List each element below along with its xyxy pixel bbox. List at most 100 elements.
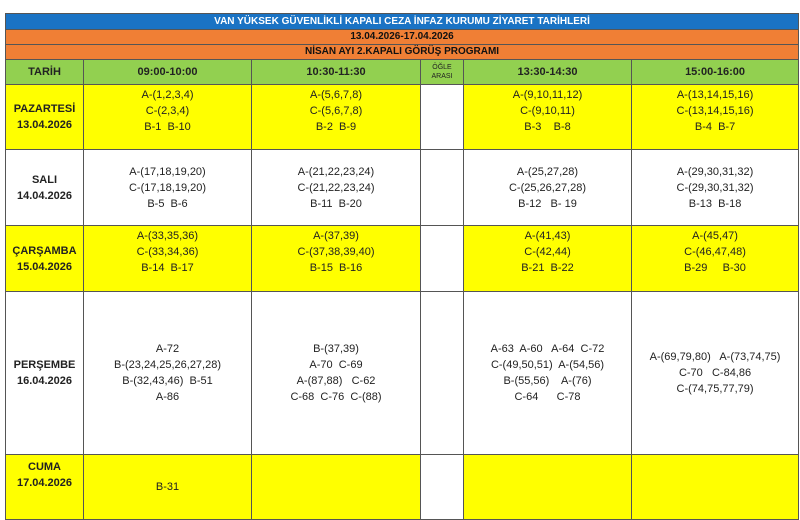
slot-cell-s3: A-(9,10,11,12) C-(9,10,11) B-3 B-8 — [463, 84, 632, 150]
title: VAN YÜKSEK GÜVENLİKLİ KAPALI CEZA İNFAZ … — [4, 13, 800, 30]
day-name: PERŞEMBE — [13, 359, 76, 371]
table-row: CUMA 17.04.2026 B-31 — [5, 454, 800, 520]
group-line: A-86 — [155, 391, 180, 403]
lunch-label-1: ÖĞLE — [432, 64, 452, 71]
day-cell: CUMA 17.04.2026 — [5, 454, 84, 520]
group-line: A-(45,47) — [692, 230, 738, 242]
group-line: B-11 B-20 — [310, 197, 362, 210]
group-line: C-(37,38,39,40) — [297, 246, 375, 258]
subtitle: NİSAN AYI 2.KAPALI GÖRÜŞ PROGRAMI — [4, 44, 800, 60]
group-line: B-4 B-7 — [694, 121, 736, 133]
group-line: A-(17,18,19,20) — [129, 165, 206, 178]
group-line: B-31 — [155, 481, 180, 493]
header-slot-2: 10:30-11:30 — [251, 59, 421, 85]
header-date: TARİH — [5, 59, 84, 85]
slot-cell-s3: A-(25,27,28) C-(25,26,27,28) B-12 B- 19 — [463, 149, 632, 226]
slot-cell-s3 — [463, 454, 632, 520]
visit-schedule-table: VAN YÜKSEK GÜVENLİKLİ KAPALI CEZA İNFAZ … — [4, 13, 800, 520]
group-line: B-14 B-17 — [141, 262, 194, 274]
group-line: C-(33,34,36) — [136, 246, 199, 258]
group-line: C-(46,47,48) — [684, 246, 746, 258]
group-line: B-29 B-30 — [684, 262, 746, 274]
slot-cell-s3: A-63 A-60 A-64 C-72 C-(49,50,51) A-(54,56… — [463, 291, 632, 455]
day-name: PAZARTESİ — [13, 103, 76, 115]
group-line: C-70 C-84,86 — [678, 367, 752, 379]
table-row: SALI 14.04.2026 A-(17,18,19,20) C-(17,18,19… — [5, 149, 800, 226]
lunch-label-2: ARASI — [431, 73, 453, 80]
day-date: 13.04.2026 — [16, 119, 73, 131]
day-date: 17.04.2026 — [16, 477, 73, 489]
group-line: B-13 B-18 — [688, 197, 742, 210]
group-line: B-(37,39) — [313, 343, 359, 355]
day-date: 15.04.2026 — [16, 260, 73, 273]
day-name: ÇARŞAMBA — [12, 244, 77, 257]
group-line: A-72 — [155, 343, 180, 355]
group-line: C-(9,10,11) — [520, 105, 575, 117]
group-line: C-(49,50,51) A-(54,56) — [490, 359, 605, 371]
group-line: B-15 B-16 — [309, 262, 363, 274]
slot-cell-s1: A-72 B-(23,24,25,26,27,28) B-(32,43,46) B-… — [83, 291, 252, 455]
slot-cell-s1: B-31 — [83, 454, 252, 520]
slot-cell-s4: A-(13,14,15,16) C-(13,14,15,16) B-4 B-7 — [630, 84, 800, 150]
group-line: A-(1,2,3,4) — [141, 89, 194, 101]
group-line: A-70 C-69 — [309, 359, 363, 371]
slot-cell-s2: A-(21,22,23,24) C-(21,22,23,24) B-11 B-20 — [251, 149, 421, 226]
table-row: PERŞEMBE 16.04.2026 A-72 B-(23,24,25,26,27,… — [5, 291, 800, 455]
group-line: C-(13,14,15,16) — [676, 105, 754, 117]
lunch-cell — [420, 149, 464, 226]
slot-cell-s1: A-(17,18,19,20) C-(17,18,19,20) B-5 B-6 — [83, 149, 252, 226]
day-date: 14.04.2026 — [16, 189, 73, 202]
group-line: A-(29,30,31,32) — [676, 165, 754, 178]
group-line: C-(17,18,19,20) — [128, 181, 207, 194]
day-date: 16.04.2026 — [16, 375, 73, 387]
slot-cell-s4: A-(69,79,80) A-(73,74,75) C-70 C-84,86 C-(… — [630, 291, 800, 455]
slot-cell-s1: A-(1,2,3,4) C-(2,3,4) B-1 B-10 — [83, 84, 252, 150]
group-line: B-(55,56) A-(76) — [503, 375, 592, 387]
date-range: 13.04.2026-17.04.2026 — [4, 29, 800, 45]
group-line: B-3 B-8 — [524, 121, 571, 133]
group-line: A-(41,43) — [524, 230, 571, 242]
group-line: C-(25,26,27,28) — [508, 181, 587, 194]
slot-cell-s4: A-(29,30,31,32) C-(29,30,31,32) B-13 B-18 — [630, 149, 800, 226]
slot-cell-s2: B-(37,39) A-70 C-69 A-(87,88) C-62 C-68 C-7… — [251, 291, 421, 455]
header-slot-1: 09:00-10:00 — [83, 59, 252, 85]
slot-cell-s3: A-(41,43) C-(42,44) B-21 B-22 — [463, 225, 632, 292]
slot-cell-s1: A-(33,35,36) C-(33,34,36) B-14 B-17 — [83, 225, 252, 292]
group-line: C-(21,22,23,24) — [297, 181, 375, 194]
group-line: C-68 C-76 C-(88) — [290, 391, 382, 403]
slot-cell-s4: A-(45,47) C-(46,47,48) B-29 B-30 — [630, 225, 800, 292]
slot-cell-s2: A-(37,39) C-(37,38,39,40) B-15 B-16 — [251, 225, 421, 292]
day-name: CUMA — [28, 461, 61, 473]
header-slot-4: 15:00-16:00 — [630, 59, 800, 85]
table-row: ÇARŞAMBA 15.04.2026 A-(33,35,36) C-(33,34,3… — [5, 225, 800, 292]
group-line: B-1 B-10 — [144, 121, 191, 133]
header-lunch: ÖĞLE ARASI — [420, 59, 464, 85]
day-cell: SALI 14.04.2026 — [5, 149, 84, 226]
table-row: PAZARTESİ 13.04.2026 A-(1,2,3,4) C-(2,3,4) B… — [5, 84, 800, 150]
group-line: B-(32,43,46) B-51 — [122, 375, 213, 387]
lunch-cell — [420, 291, 464, 455]
group-line: B-(23,24,25,26,27,28) — [113, 359, 222, 371]
group-line: B-12 B- 19 — [518, 197, 577, 210]
day-name: SALI — [31, 173, 58, 186]
group-line: A-(9,10,11,12) — [512, 89, 583, 101]
group-line: A-(87,88) C-62 — [296, 375, 376, 387]
group-line: A-(69,79,80) A-(73,74,75) — [649, 351, 781, 363]
slot-cell-s2: A-(5,6,7,8) C-(5,6,7,8) B-2 B-9 — [251, 84, 421, 150]
group-line: C-(5,6,7,8) — [309, 105, 363, 117]
group-line: A-63 A-60 A-64 C-72 — [490, 343, 605, 355]
day-cell: PERŞEMBE 16.04.2026 — [5, 291, 84, 455]
day-cell: ÇARŞAMBA 15.04.2026 — [5, 225, 84, 292]
day-cell: PAZARTESİ 13.04.2026 — [5, 84, 84, 150]
slot-cell-s2 — [251, 454, 421, 520]
group-line: A-(25,27,28) — [516, 165, 579, 178]
lunch-cell — [420, 225, 464, 292]
slot-cell-s4 — [630, 454, 800, 520]
group-line: A-(33,35,36) — [136, 230, 199, 242]
group-line: C-(2,3,4) — [145, 105, 190, 117]
group-line: B-2 B-9 — [315, 121, 357, 133]
group-line: C-(42,44) — [524, 246, 571, 258]
group-line: B-21 B-22 — [521, 262, 574, 274]
group-line: C-(74,75,77,79) — [676, 383, 754, 395]
group-line: C-64 C-78 — [514, 391, 581, 403]
